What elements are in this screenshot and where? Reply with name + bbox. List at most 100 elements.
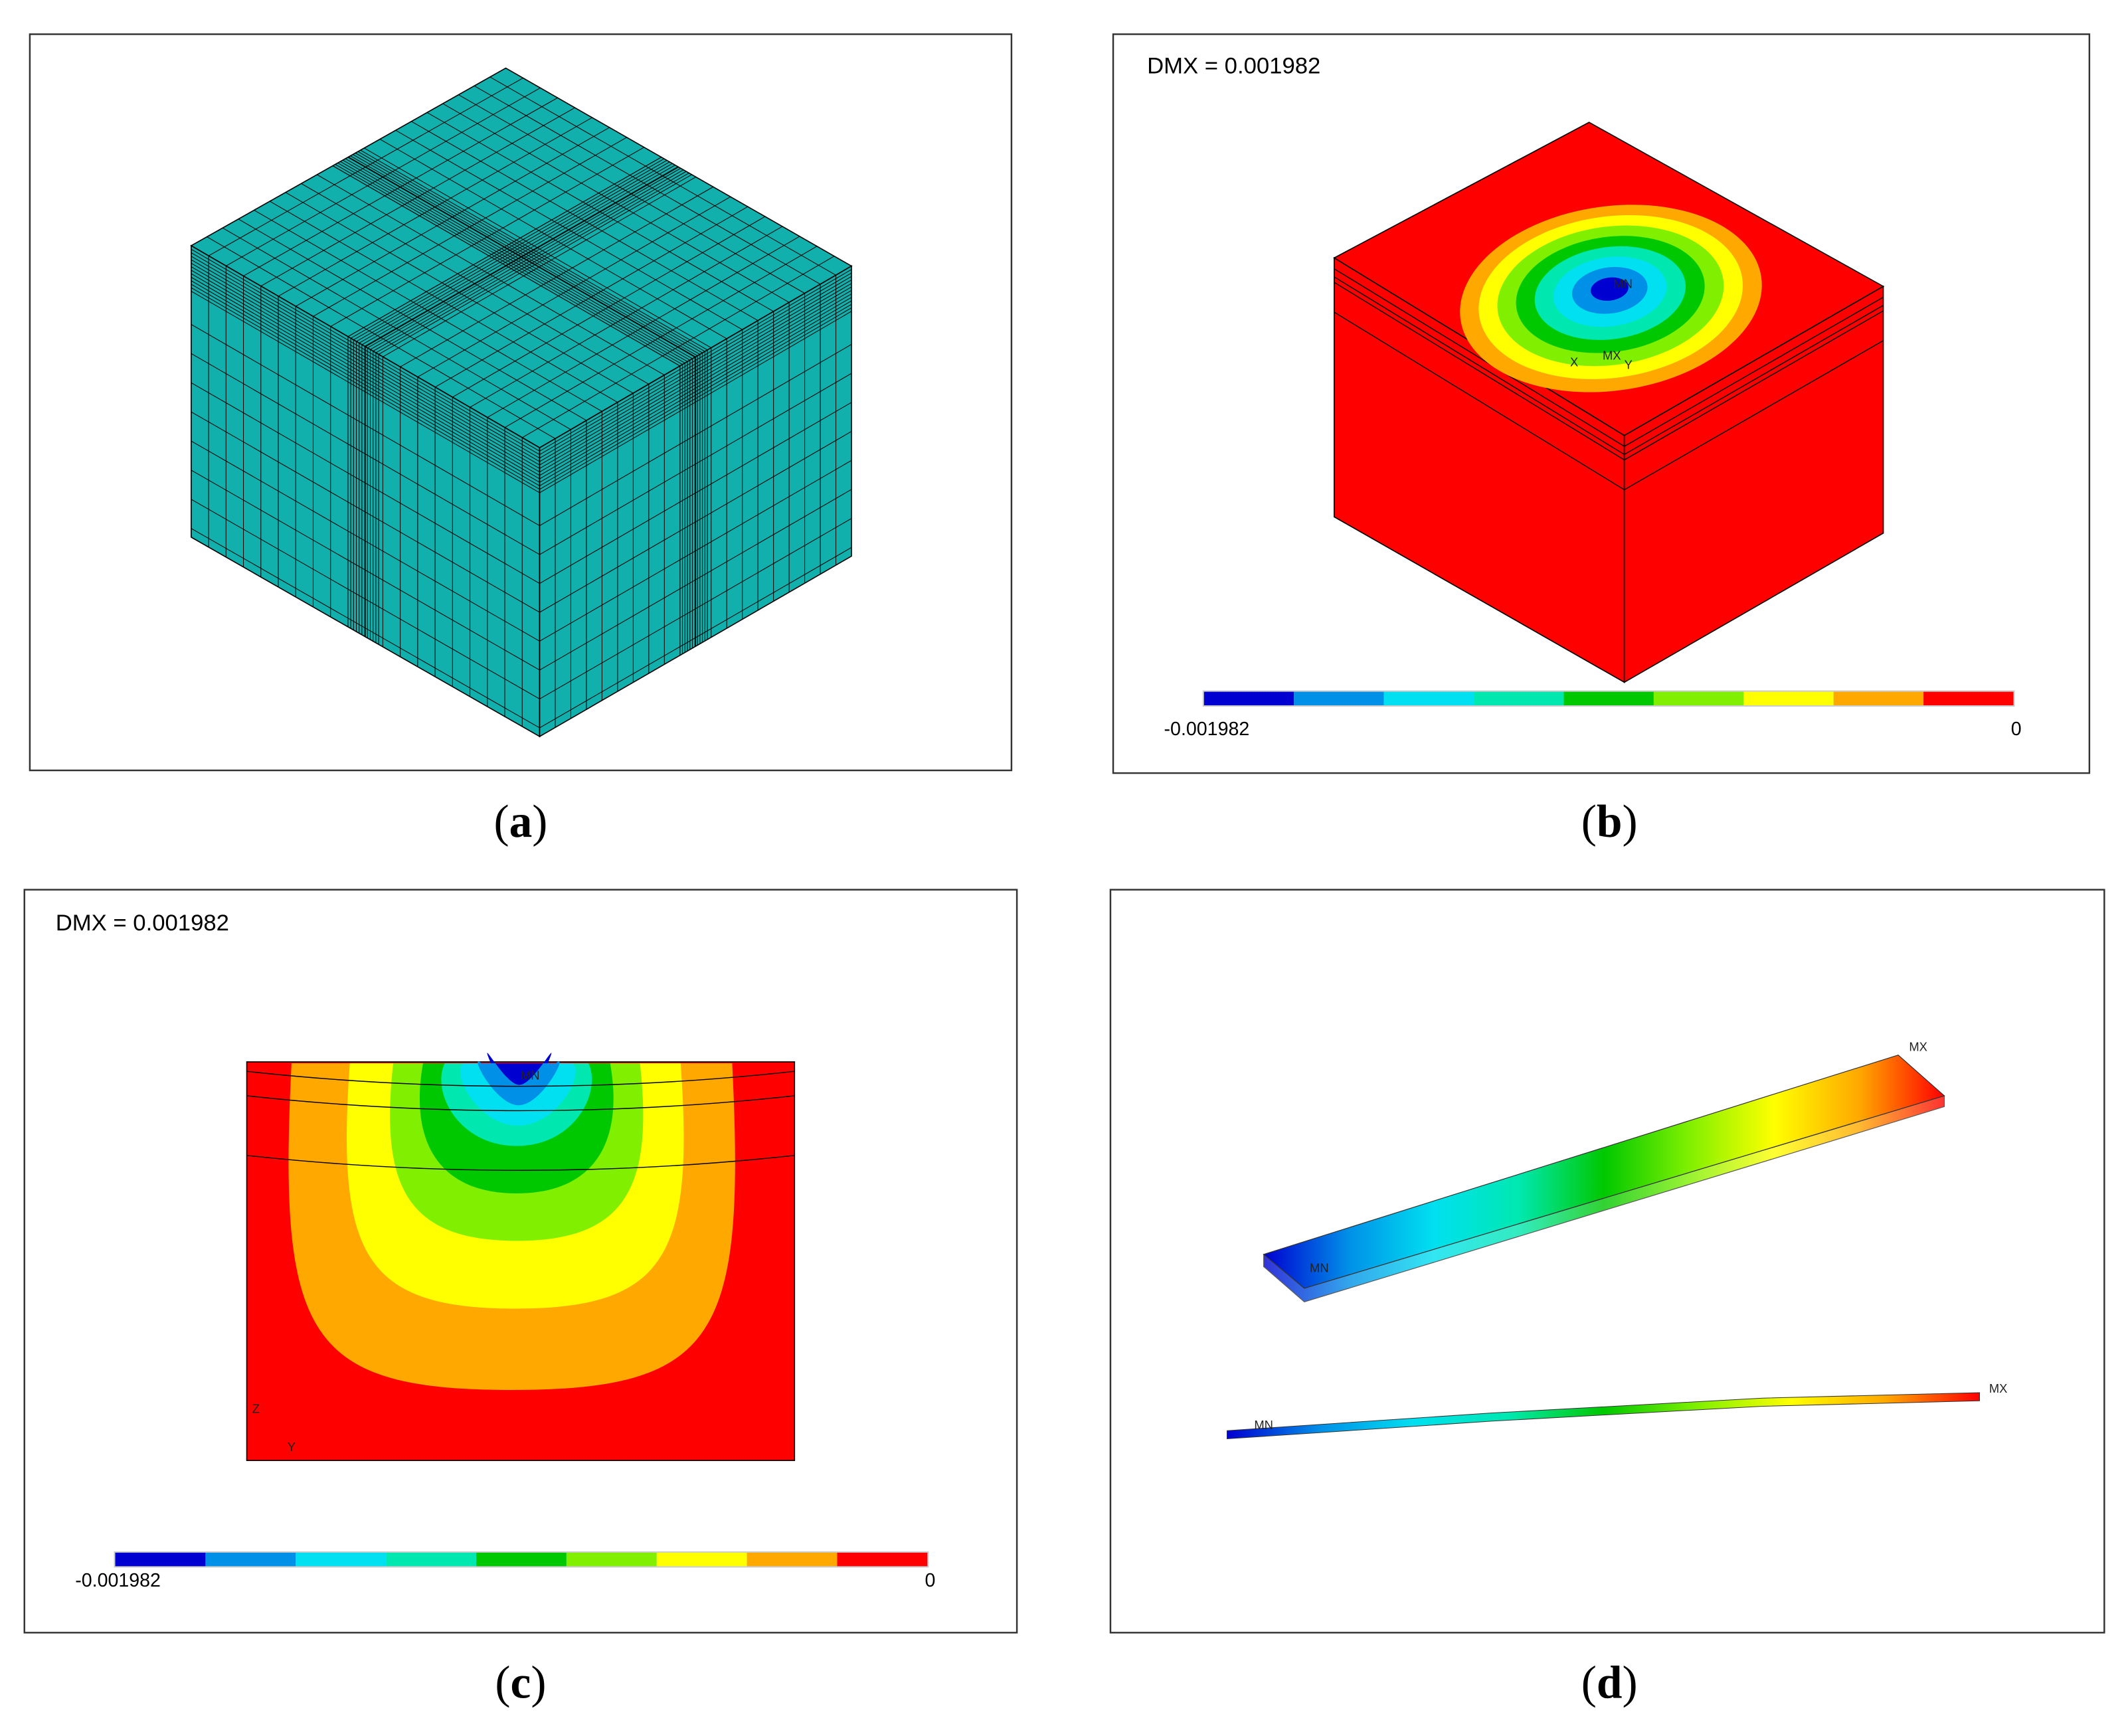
- layer-line: [246, 1095, 795, 1112]
- mesh-line: [191, 273, 540, 476]
- beam-profile: [1227, 1392, 1981, 1439]
- legend-swatch: [1653, 691, 1744, 706]
- contour-band: [487, 1053, 552, 1085]
- legend-swatch: [115, 1552, 206, 1567]
- caption-part: b: [1597, 796, 1623, 847]
- legend-swatch: [1203, 691, 1294, 706]
- plot-tag: Z: [252, 1402, 260, 1416]
- caption-part: ): [1623, 796, 1638, 847]
- contour-band: [1591, 277, 1629, 301]
- plot-tag: MN: [1613, 276, 1633, 290]
- mesh-line: [489, 76, 836, 276]
- mesh-line: [353, 159, 667, 341]
- mesh-line: [191, 284, 540, 486]
- legend-swatch: [1474, 691, 1564, 706]
- mesh-line: [191, 470, 540, 671]
- mesh-line: [332, 165, 681, 367]
- mesh-line: [191, 324, 540, 526]
- plot-tag: MX: [1989, 1381, 2008, 1395]
- plot-tag: MN: [521, 1068, 540, 1082]
- layer-line: [1334, 276, 1884, 456]
- mesh-line: [504, 246, 818, 428]
- mesh-line: [539, 518, 852, 699]
- mesh-line: [375, 173, 689, 353]
- mesh-line: [539, 300, 852, 483]
- mesh-line: [361, 165, 675, 345]
- plot-tag: Y: [288, 1440, 296, 1454]
- plot-tag: MX: [1909, 1040, 1927, 1054]
- layer-line: [1334, 268, 1884, 447]
- mesh-line: [373, 171, 687, 352]
- mesh-line: [383, 177, 697, 357]
- mesh-line: [539, 276, 852, 459]
- mesh-line: [356, 161, 670, 342]
- caption-part: ): [531, 1657, 546, 1708]
- legend-swatch: [1563, 691, 1654, 706]
- mesh-line: [417, 196, 731, 378]
- mesh-line: [191, 252, 540, 456]
- mesh-line: [539, 489, 852, 671]
- caption-part: ): [1623, 1657, 1638, 1708]
- panel-caption: (d): [1581, 1657, 1638, 1708]
- mesh-line: [426, 112, 774, 312]
- mesh-line: [539, 283, 852, 466]
- mesh-line: [539, 294, 852, 476]
- mesh-line: [379, 139, 727, 339]
- mesh-line: [539, 297, 852, 479]
- plot-tag: MN: [1310, 1260, 1329, 1274]
- mesh-line: [340, 161, 688, 362]
- mesh-line: [350, 155, 698, 357]
- mesh-line: [452, 216, 766, 398]
- legend-swatch: [1743, 691, 1834, 706]
- mesh-line: [539, 272, 852, 456]
- mesh-line: [364, 147, 711, 349]
- legend-swatch: [566, 1552, 657, 1567]
- mesh-line: [191, 291, 540, 493]
- mesh-line: [522, 256, 835, 438]
- caption-part: (: [1581, 1657, 1597, 1708]
- mesh-line: [539, 269, 852, 452]
- legend-max: 0: [2011, 719, 2022, 740]
- legend-max: 0: [925, 1570, 935, 1591]
- legend-swatch: [747, 1552, 838, 1567]
- mesh-line: [539, 266, 852, 448]
- legend-swatch: [296, 1552, 387, 1567]
- legend-swatch: [386, 1552, 477, 1567]
- mesh-line: [539, 286, 852, 469]
- caption-part: d: [1597, 1657, 1623, 1708]
- mesh-line: [191, 276, 540, 479]
- caption-part: ): [532, 796, 547, 847]
- block-right: [1623, 285, 1884, 683]
- mesh-line: [370, 169, 684, 350]
- caption-part: (: [493, 796, 509, 847]
- panel-caption: (a): [493, 796, 547, 847]
- mesh-line: [345, 158, 693, 359]
- legend-swatch: [476, 1552, 567, 1567]
- mesh-line: [360, 149, 708, 351]
- mesh-line: [191, 287, 540, 490]
- mesh-line: [347, 157, 695, 358]
- mesh-line: [539, 311, 852, 493]
- dmx-label: DMX = 0.001982: [1147, 54, 1320, 79]
- legend-swatch: [1923, 691, 2014, 706]
- layer-line: [1334, 311, 1884, 491]
- legend-min: -0.001982: [1164, 719, 1250, 740]
- beam-top: [1263, 1055, 1945, 1289]
- mesh-line: [353, 154, 701, 355]
- mesh-line: [191, 382, 540, 584]
- legend-swatch: [1833, 691, 1924, 706]
- mesh-line: [539, 431, 852, 613]
- mesh-line: [487, 236, 800, 418]
- legend-swatch: [1294, 691, 1384, 706]
- mesh-line: [411, 121, 758, 321]
- legend-min: -0.001982: [75, 1570, 161, 1591]
- legend-swatch: [205, 1552, 296, 1567]
- mesh-line: [395, 130, 743, 330]
- panel-caption: (b): [1581, 796, 1638, 847]
- plot-tag: MN: [1254, 1418, 1273, 1432]
- plot-tag: MX: [1603, 348, 1621, 362]
- legend-swatch: [837, 1552, 928, 1567]
- mesh-line: [539, 460, 852, 642]
- caption-part: c: [511, 1657, 531, 1708]
